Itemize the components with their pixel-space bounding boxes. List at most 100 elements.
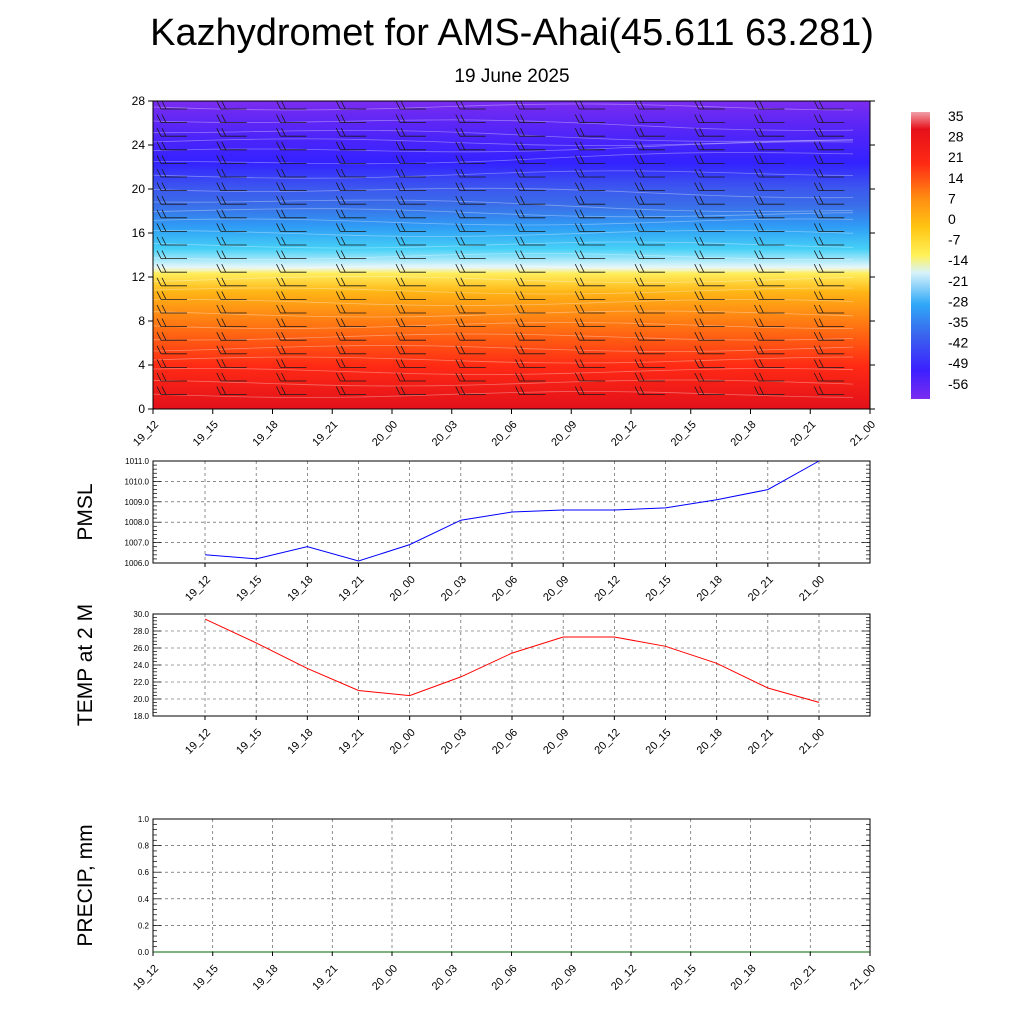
wind-barb [694, 318, 725, 327]
wind-barb [754, 386, 785, 395]
wind-barb [515, 155, 546, 164]
wind-barb [216, 332, 247, 341]
wind-barb [156, 386, 187, 395]
heatmap-ytick-label: 4 [138, 358, 145, 372]
wind-barb [335, 100, 367, 110]
temp2m-ytick-label: 22.0 [133, 678, 149, 687]
wind-barb [813, 236, 845, 246]
wind-barb [634, 359, 665, 368]
wind-barb [395, 141, 426, 151]
wind-barb [395, 223, 426, 232]
heatmap-xtick-label: 21_00 [848, 419, 878, 449]
wind-barb [216, 359, 247, 368]
wind-barb [156, 141, 187, 151]
pmsl-ytick-label: 1006.0 [125, 559, 150, 568]
wind-barb [216, 209, 247, 219]
temp2m-xtick-label: 20_15 [644, 727, 674, 757]
wind-barb [335, 318, 367, 327]
temp2m-xtick-label: 19_18 [285, 727, 315, 757]
wind-barb [395, 318, 426, 327]
temp2m-xtick-label: 20_00 [388, 727, 418, 757]
wind-barb [515, 345, 546, 355]
wind-barb [634, 100, 665, 110]
temp2m-xtick-label: 19_15 [234, 727, 264, 757]
contour-line [153, 152, 854, 165]
wind-barb [216, 277, 247, 287]
wind-barb [515, 277, 546, 287]
wind-barb [694, 264, 725, 273]
wind-barb [156, 304, 187, 314]
wind-barb [395, 264, 426, 273]
contour-line [152, 310, 854, 318]
wind-barb [276, 264, 307, 273]
precip-xtick-label: 20_03 [430, 963, 460, 993]
wind-barb [216, 141, 247, 151]
wind-barb [156, 182, 187, 191]
wind-barb [395, 291, 426, 300]
colorbar-tick-label: -49 [948, 355, 968, 371]
wind-barb [395, 372, 426, 382]
wind-barb [574, 100, 606, 110]
wind-barbs [156, 100, 845, 395]
precip-xtick-label: 20_18 [729, 963, 759, 993]
wind-barb [813, 196, 845, 205]
wind-barb [335, 196, 367, 205]
wind-barb [574, 209, 606, 219]
wind-barb [574, 168, 606, 178]
wind-barb [813, 372, 845, 382]
wind-barb [455, 386, 486, 395]
wind-barb [634, 155, 665, 164]
precip-ytick-label: 0.6 [138, 868, 150, 877]
heatmap-xtick-label: 20_00 [370, 419, 400, 449]
contour-line [152, 218, 854, 226]
wind-barb [634, 277, 665, 287]
wind-barb [276, 332, 307, 341]
precip-xtick-label: 20_09 [549, 963, 579, 993]
wind-barb [515, 114, 546, 123]
pmsl-xtick-label: 20_06 [490, 574, 520, 604]
pmsl-ylabel: PMSL [74, 483, 97, 540]
contour-line [152, 187, 854, 199]
wind-barb [515, 386, 546, 395]
wind-barb [754, 168, 785, 178]
wind-barb [335, 209, 367, 219]
wind-barb [634, 168, 665, 178]
precip-xtick-label: 19_21 [310, 963, 340, 993]
wind-barb [754, 141, 785, 151]
wind-barb [694, 168, 725, 178]
wind-barb [634, 196, 665, 205]
heatmap-ytick-label: 12 [132, 270, 146, 284]
colorbar-tick-label: 28 [948, 129, 964, 145]
wind-barb [694, 196, 725, 205]
wind-barb [634, 291, 665, 300]
temp2m-ylabel: TEMP at 2 M [74, 604, 97, 726]
wind-barb [813, 304, 845, 314]
wind-barb [634, 332, 665, 341]
wind-barb [156, 100, 187, 110]
wind-barb [276, 209, 307, 219]
temp2m-xtick-label: 20_06 [490, 727, 520, 757]
wind-barb [455, 236, 486, 246]
wind-barb [335, 236, 367, 246]
wind-barb [574, 223, 606, 232]
wind-barb [335, 372, 367, 382]
wind-barb [813, 223, 845, 232]
wind-barb [455, 182, 486, 191]
pmsl-series-line [204, 460, 820, 562]
wind-barb [335, 141, 367, 151]
temp2m-xtick-label: 20_12 [592, 727, 622, 757]
wind-barb [276, 128, 307, 137]
wind-barb [515, 332, 546, 341]
wind-barb [395, 168, 426, 178]
wind-barb [455, 168, 486, 178]
heatmap-xtick-label: 20_12 [609, 419, 639, 449]
wind-barb [455, 155, 486, 164]
wind-barb [574, 155, 606, 164]
precip-ytick-label: 0.0 [138, 948, 150, 957]
wind-barb [634, 345, 665, 355]
colorbar-tick-label: 0 [948, 211, 956, 227]
wind-barb [813, 291, 845, 300]
wind-barb [395, 359, 426, 368]
wind-barb [216, 168, 247, 178]
wind-barb [156, 264, 187, 273]
